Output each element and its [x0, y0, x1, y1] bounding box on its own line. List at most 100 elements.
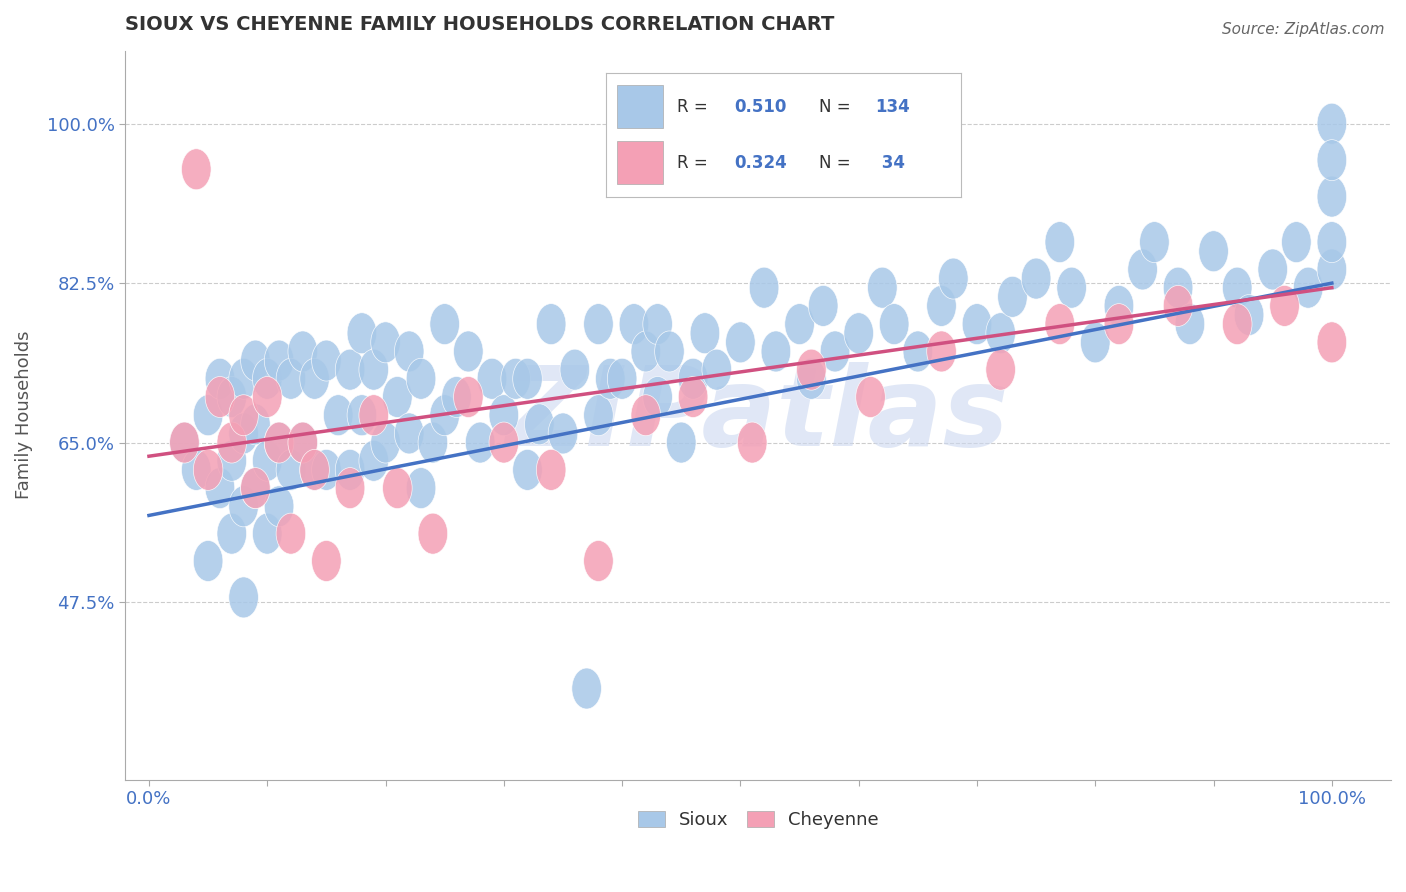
Ellipse shape — [927, 285, 956, 326]
Ellipse shape — [643, 376, 672, 417]
Ellipse shape — [264, 486, 294, 527]
Ellipse shape — [501, 359, 530, 400]
Ellipse shape — [217, 376, 246, 417]
Ellipse shape — [217, 422, 246, 463]
Ellipse shape — [441, 376, 471, 417]
Ellipse shape — [477, 359, 506, 400]
Ellipse shape — [359, 395, 388, 435]
Ellipse shape — [347, 395, 377, 435]
Ellipse shape — [335, 467, 364, 508]
Ellipse shape — [229, 395, 259, 435]
Ellipse shape — [312, 541, 342, 582]
Ellipse shape — [181, 450, 211, 491]
Ellipse shape — [1222, 268, 1251, 308]
Ellipse shape — [229, 577, 259, 618]
Ellipse shape — [808, 285, 838, 326]
Ellipse shape — [761, 331, 790, 372]
Ellipse shape — [1317, 221, 1347, 262]
Ellipse shape — [797, 359, 827, 400]
Ellipse shape — [1021, 258, 1050, 299]
Y-axis label: Family Households: Family Households — [15, 331, 32, 500]
Ellipse shape — [264, 422, 294, 463]
Ellipse shape — [1282, 221, 1312, 262]
Ellipse shape — [655, 331, 685, 372]
Ellipse shape — [1163, 268, 1192, 308]
Text: ZIPatlas: ZIPatlas — [506, 362, 1010, 468]
Text: Source: ZipAtlas.com: Source: ZipAtlas.com — [1222, 22, 1385, 37]
Ellipse shape — [1317, 140, 1347, 181]
Ellipse shape — [678, 359, 707, 400]
Ellipse shape — [1234, 294, 1264, 335]
Ellipse shape — [927, 331, 956, 372]
Ellipse shape — [749, 268, 779, 308]
Ellipse shape — [170, 422, 200, 463]
Ellipse shape — [312, 450, 342, 491]
Ellipse shape — [1317, 249, 1347, 290]
Ellipse shape — [1199, 231, 1229, 272]
Ellipse shape — [406, 467, 436, 508]
Ellipse shape — [1222, 303, 1251, 344]
Ellipse shape — [1104, 285, 1133, 326]
Ellipse shape — [619, 303, 648, 344]
Ellipse shape — [583, 395, 613, 435]
Ellipse shape — [299, 450, 329, 491]
Ellipse shape — [276, 359, 305, 400]
Ellipse shape — [335, 450, 364, 491]
Ellipse shape — [395, 413, 425, 454]
Ellipse shape — [631, 395, 661, 435]
Ellipse shape — [299, 450, 329, 491]
Ellipse shape — [454, 331, 484, 372]
Ellipse shape — [240, 467, 270, 508]
Ellipse shape — [690, 313, 720, 354]
Ellipse shape — [382, 376, 412, 417]
Ellipse shape — [1175, 303, 1205, 344]
Ellipse shape — [170, 422, 200, 463]
Ellipse shape — [844, 313, 873, 354]
Ellipse shape — [1317, 322, 1347, 363]
Ellipse shape — [465, 422, 495, 463]
Ellipse shape — [1128, 249, 1157, 290]
Ellipse shape — [454, 376, 484, 417]
Ellipse shape — [395, 331, 425, 372]
Ellipse shape — [986, 313, 1015, 354]
Ellipse shape — [702, 349, 731, 390]
Ellipse shape — [524, 404, 554, 445]
Ellipse shape — [359, 441, 388, 482]
Ellipse shape — [1294, 268, 1323, 308]
Legend: Sioux, Cheyenne: Sioux, Cheyenne — [630, 804, 886, 836]
Ellipse shape — [335, 349, 364, 390]
Ellipse shape — [986, 349, 1015, 390]
Ellipse shape — [253, 513, 283, 554]
Ellipse shape — [820, 331, 849, 372]
Ellipse shape — [240, 340, 270, 381]
Ellipse shape — [371, 322, 401, 363]
Ellipse shape — [643, 303, 672, 344]
Ellipse shape — [217, 513, 246, 554]
Ellipse shape — [193, 541, 224, 582]
Ellipse shape — [264, 422, 294, 463]
Ellipse shape — [1080, 322, 1111, 363]
Ellipse shape — [879, 303, 908, 344]
Ellipse shape — [572, 668, 602, 709]
Ellipse shape — [1317, 176, 1347, 217]
Ellipse shape — [1317, 103, 1347, 145]
Ellipse shape — [418, 422, 447, 463]
Ellipse shape — [229, 359, 259, 400]
Ellipse shape — [347, 313, 377, 354]
Ellipse shape — [583, 303, 613, 344]
Ellipse shape — [217, 441, 246, 482]
Ellipse shape — [962, 303, 991, 344]
Ellipse shape — [240, 467, 270, 508]
Ellipse shape — [548, 413, 578, 454]
Ellipse shape — [430, 303, 460, 344]
Ellipse shape — [193, 450, 224, 491]
Ellipse shape — [312, 340, 342, 381]
Ellipse shape — [560, 349, 589, 390]
Ellipse shape — [1270, 285, 1299, 326]
Ellipse shape — [205, 376, 235, 417]
Ellipse shape — [631, 331, 661, 372]
Ellipse shape — [229, 486, 259, 527]
Ellipse shape — [1045, 221, 1074, 262]
Ellipse shape — [181, 149, 211, 190]
Ellipse shape — [1140, 221, 1170, 262]
